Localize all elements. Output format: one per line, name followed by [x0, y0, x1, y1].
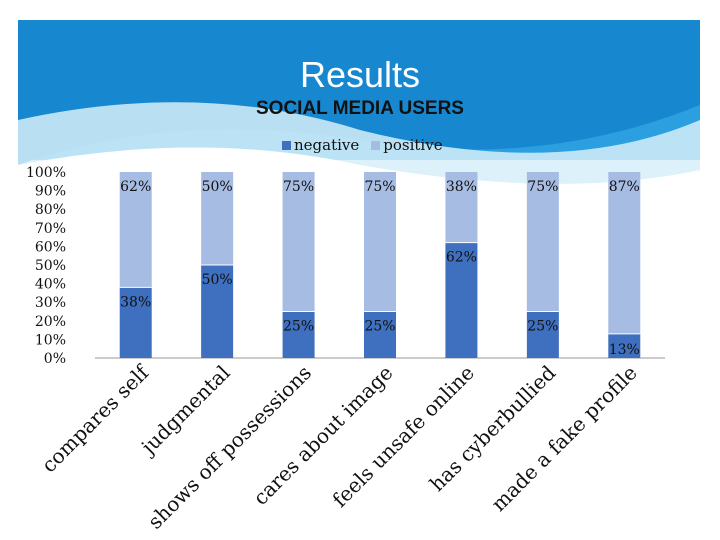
x-category-label: feels unsafe online	[328, 361, 479, 512]
legend-label-negative: negative	[294, 136, 360, 154]
legend-swatch-negative	[282, 140, 291, 150]
data-label-positive: 87%	[609, 179, 640, 195]
data-label-negative: 38%	[120, 294, 151, 310]
data-label-negative: 25%	[283, 319, 314, 335]
data-label-positive: 75%	[364, 179, 395, 195]
y-tick-label: 80%	[35, 202, 66, 218]
chart-legend: negative positive	[282, 136, 449, 154]
y-tick-label: 0%	[44, 351, 66, 367]
bar-negative	[364, 311, 396, 358]
y-tick-label: 40%	[35, 277, 66, 293]
chart-title: SOCIAL MEDIA USERS	[256, 98, 464, 119]
data-label-negative: 25%	[527, 319, 558, 335]
data-label-negative: 13%	[609, 342, 640, 358]
data-label-negative: 25%	[364, 319, 395, 335]
bar-negative	[119, 287, 152, 358]
bar-positive	[445, 172, 478, 243]
data-label-positive: 75%	[283, 179, 314, 195]
bar-negative	[282, 311, 315, 358]
bar-positive	[119, 172, 152, 288]
y-tick-label: 50%	[35, 258, 66, 274]
data-label-negative: 50%	[202, 272, 233, 288]
y-tick-label: 20%	[35, 314, 66, 330]
bar-positive	[608, 172, 641, 334]
y-tick-label: 30%	[35, 295, 66, 311]
slide-title: Results	[299, 54, 421, 95]
bar-positive	[364, 172, 396, 312]
x-category-label: made a fake profile	[486, 361, 641, 516]
bar-negative	[201, 265, 234, 358]
legend-item-negative: negative	[282, 136, 359, 154]
legend-label-positive: positive	[383, 136, 443, 154]
y-tick-label: 60%	[35, 239, 66, 255]
legend-swatch-positive	[371, 140, 381, 150]
data-label-positive: 62%	[120, 179, 151, 195]
data-label-negative: 62%	[446, 250, 477, 266]
bar-negative	[526, 311, 559, 358]
y-tick-label: 100%	[26, 165, 66, 181]
bar-negative	[445, 242, 478, 358]
data-label-positive: 75%	[527, 179, 558, 195]
y-tick-label: 10%	[35, 332, 66, 348]
x-category-label: shows off possessions	[143, 361, 316, 534]
bar-positive	[526, 172, 559, 312]
bar-positive	[201, 172, 234, 265]
bar-positive	[282, 172, 315, 312]
y-tick-label: 70%	[35, 221, 66, 237]
x-category-label: compares self	[37, 359, 155, 477]
data-label-positive: 38%	[446, 179, 477, 195]
legend-item-positive: positive	[371, 136, 443, 154]
bar-negative	[608, 333, 641, 358]
data-label-positive: 50%	[202, 179, 233, 195]
x-category-label: cares about image	[248, 361, 397, 510]
y-tick-label: 90%	[35, 184, 66, 200]
